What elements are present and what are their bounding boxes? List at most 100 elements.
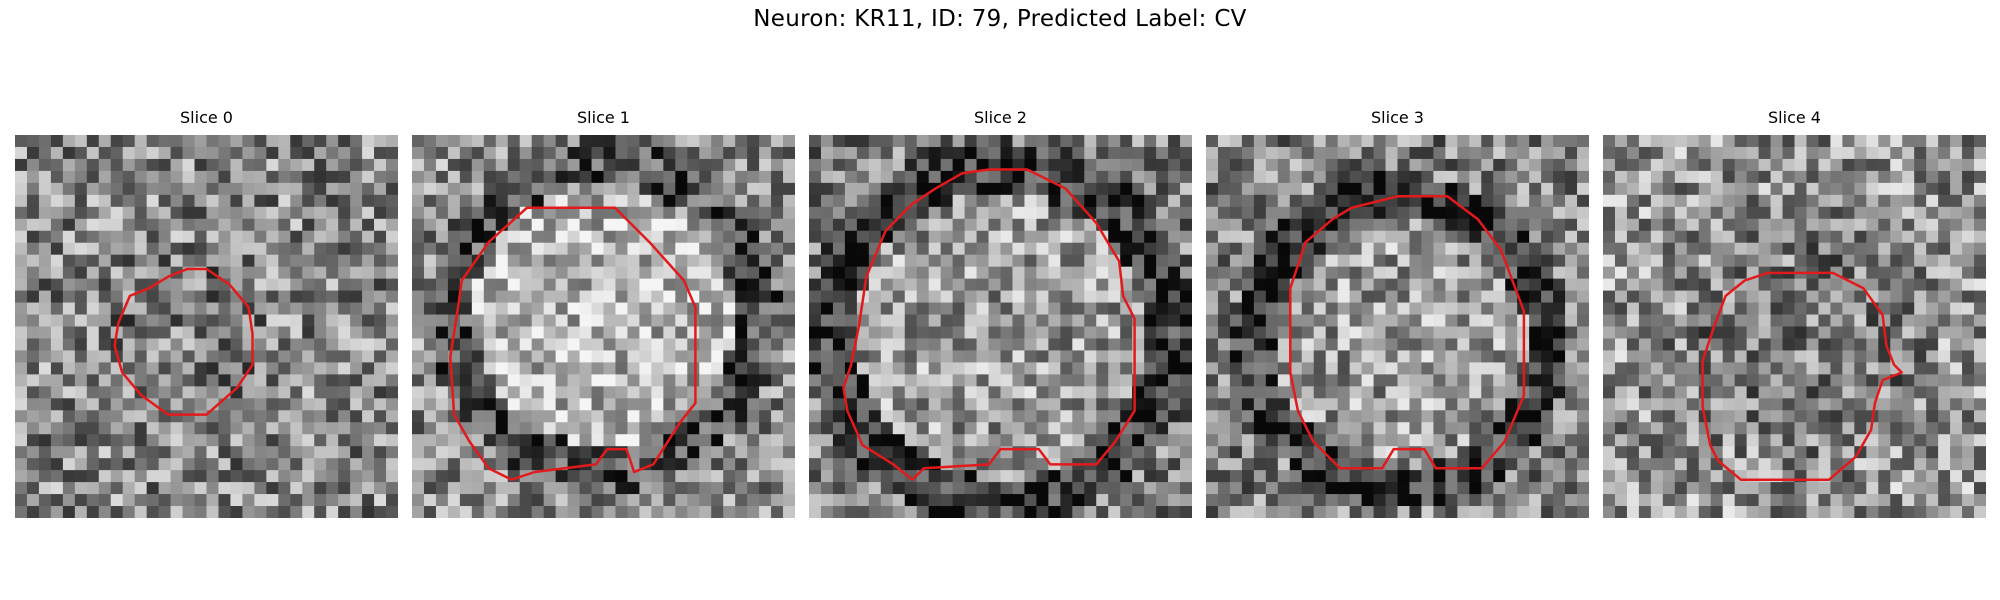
pixel [412, 506, 425, 518]
pixel [1686, 242, 1700, 256]
pixel [1830, 422, 1843, 435]
pixel [170, 506, 184, 518]
pixel [206, 386, 220, 399]
pixel [1361, 434, 1375, 447]
pixel [988, 410, 1002, 423]
pixel [856, 494, 870, 507]
pixel [1866, 266, 1879, 280]
pixel [338, 314, 351, 328]
pixel [218, 326, 232, 340]
pixel [483, 314, 497, 328]
pixel [170, 458, 184, 471]
pixel [832, 206, 846, 220]
pixel [1914, 266, 1927, 280]
pixel [266, 278, 279, 292]
pixel [98, 158, 112, 172]
pixel [1722, 206, 1736, 220]
pixel [1000, 182, 1014, 196]
pixel [1974, 446, 1986, 459]
pixel [976, 314, 990, 328]
pixel [1541, 218, 1554, 232]
pixel [314, 170, 327, 184]
pixel [338, 410, 351, 423]
pixel [326, 398, 339, 411]
pixel [1433, 386, 1446, 399]
pixel [302, 302, 315, 316]
pixel [627, 242, 641, 256]
pixel [1265, 446, 1279, 459]
pixel [206, 338, 220, 352]
pixel [1385, 410, 1399, 423]
pixel [627, 158, 641, 172]
pixel [1421, 230, 1435, 244]
pixel [507, 290, 521, 304]
pixel [86, 230, 100, 244]
pixel [471, 266, 485, 280]
pixel [976, 230, 990, 244]
pixel [1758, 290, 1772, 304]
pixel [809, 290, 822, 304]
pixel [1926, 422, 1939, 435]
pixel [1722, 326, 1736, 340]
pixel [1926, 218, 1939, 232]
pixel [1505, 482, 1518, 495]
pixel [687, 434, 700, 447]
pixel [940, 458, 954, 471]
pixel [1277, 290, 1291, 304]
pixel [459, 398, 473, 411]
pixel [1229, 338, 1243, 352]
pixel [326, 302, 339, 316]
pixel [1229, 135, 1243, 148]
pixel [759, 170, 772, 184]
pixel [988, 230, 1002, 244]
pixel [1914, 302, 1927, 316]
pixel [1433, 470, 1446, 483]
pixel [639, 182, 652, 196]
pixel [1313, 302, 1327, 316]
pixel [1072, 254, 1085, 268]
pixel [206, 242, 220, 256]
pixel [350, 230, 363, 244]
pixel [110, 254, 124, 268]
pixel [1603, 314, 1616, 328]
pixel [1445, 482, 1458, 495]
pixel [1373, 374, 1387, 387]
pixel [1385, 422, 1399, 435]
pixel [1180, 506, 1192, 518]
pixel [1481, 362, 1494, 375]
pixel [423, 458, 437, 471]
pixel [844, 182, 858, 196]
pixel [759, 338, 772, 352]
pixel [495, 314, 509, 328]
pixel [194, 146, 208, 160]
pixel [1638, 386, 1652, 399]
pixel [507, 434, 521, 447]
pixel [1734, 362, 1748, 375]
pixel [1758, 218, 1772, 232]
pixel [591, 458, 605, 471]
pixel [1866, 446, 1879, 459]
pixel [1144, 350, 1157, 364]
pixel [1638, 362, 1652, 375]
pixel [1626, 278, 1640, 292]
pixel [386, 362, 398, 375]
pixel [1902, 135, 1915, 148]
pixel [759, 434, 772, 447]
pixel [1409, 314, 1423, 328]
pixel [1469, 242, 1482, 256]
pixel [218, 302, 232, 316]
pixel [74, 254, 88, 268]
pixel [1662, 135, 1676, 148]
pixel [447, 434, 461, 447]
pixel [809, 170, 822, 184]
pixel [471, 206, 485, 220]
pixel [1036, 494, 1049, 507]
pixel [423, 290, 437, 304]
pixel [338, 135, 351, 148]
pixel [1674, 290, 1688, 304]
pixel [988, 302, 1002, 316]
pixel [1842, 326, 1855, 340]
pixel [771, 494, 784, 507]
pixel [904, 218, 918, 232]
pixel [110, 374, 124, 387]
